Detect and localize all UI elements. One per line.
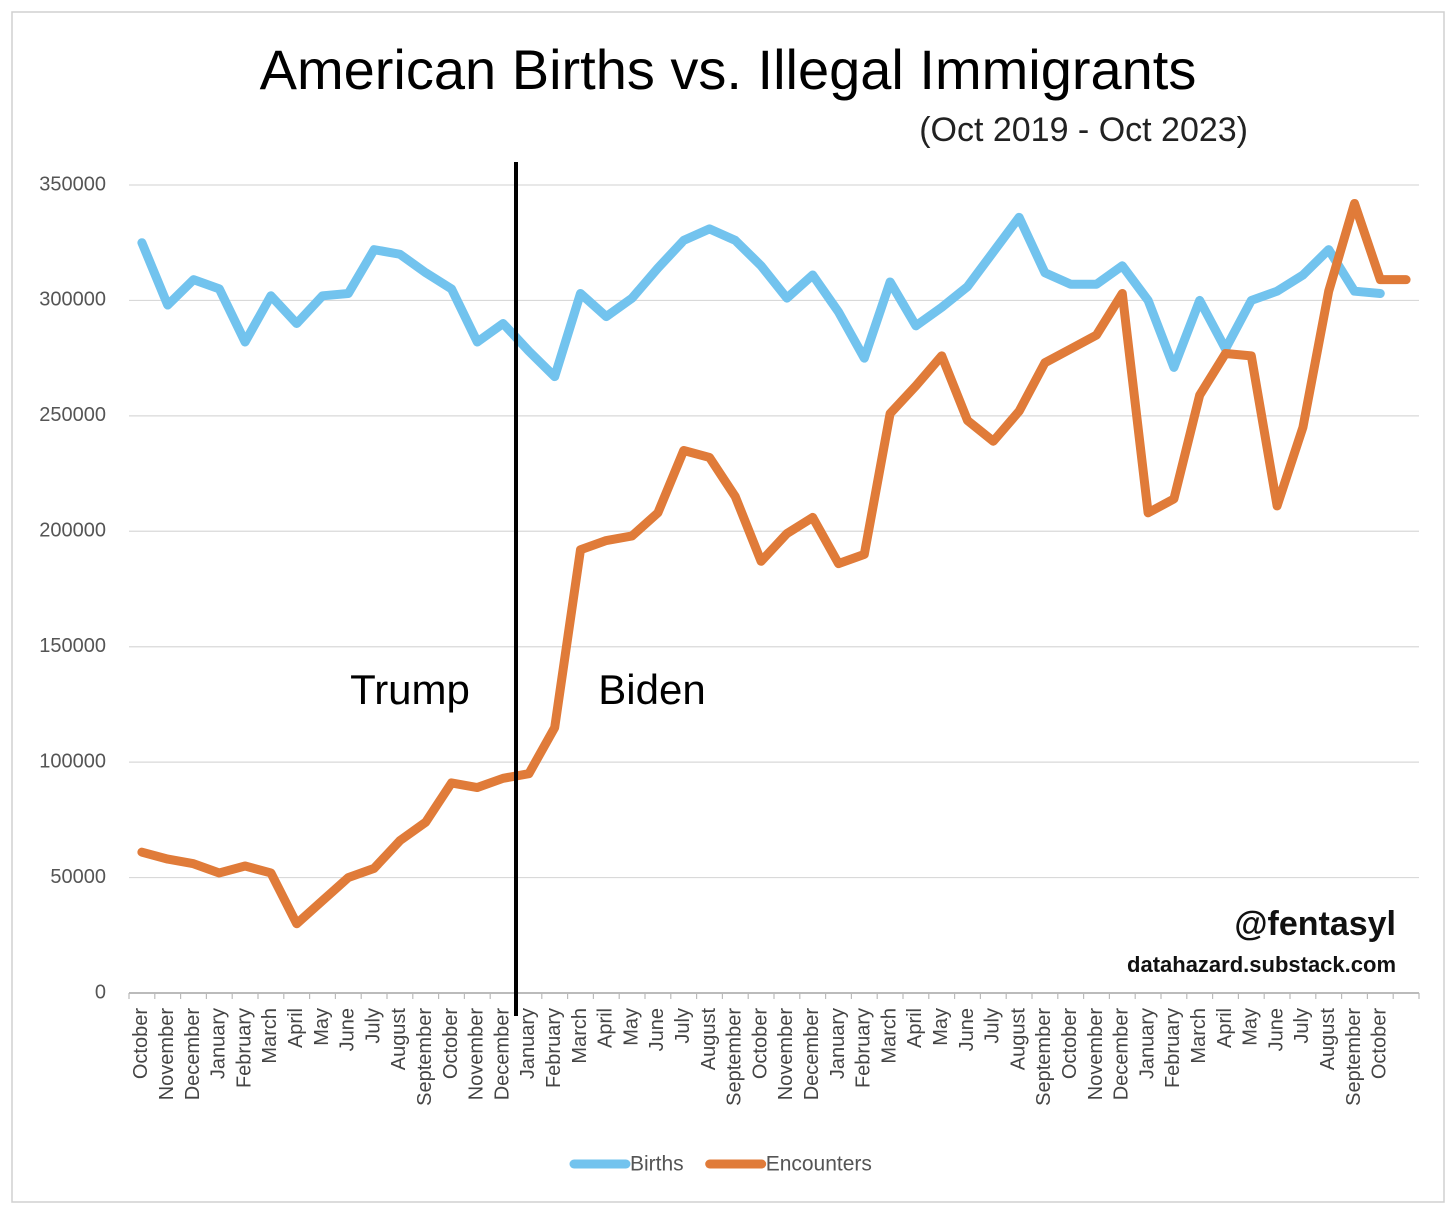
- plot: [137, 198, 1411, 929]
- x-tick-label: May: [311, 1008, 333, 1046]
- y-tick-label: 150000: [39, 635, 106, 657]
- x-tick-label: November: [1085, 1008, 1107, 1101]
- chart-subtitle: (Oct 2019 - Oct 2023): [919, 111, 1248, 149]
- x-tick-label: June: [337, 1008, 359, 1051]
- annotation: @fentasyl: [1234, 905, 1396, 943]
- annotation: datahazard.substack.com: [1127, 952, 1396, 977]
- x-tick-label: July: [672, 1008, 694, 1044]
- x-tick-label: August: [698, 1008, 720, 1071]
- x-tick-label: October: [749, 1008, 771, 1079]
- x-tick-label: October: [1059, 1008, 1081, 1079]
- y-tick-label: 250000: [39, 404, 106, 426]
- series-line: [137, 212, 1385, 382]
- x-tick-label: January: [827, 1008, 849, 1079]
- x-tick-label: January: [517, 1008, 539, 1079]
- grid: 0 50000 100000 150000 200000 250000 300000 3500…: [39, 173, 1420, 1106]
- x-tick-label: November: [466, 1008, 488, 1101]
- x-tick-label: September: [1033, 1008, 1055, 1106]
- legend-label: Encounters: [766, 1153, 872, 1176]
- x-tick-label: July: [982, 1008, 1004, 1044]
- y-tick-label: 0: [95, 981, 106, 1003]
- x-tick-label: September: [724, 1008, 746, 1106]
- x-tick-label: April: [595, 1008, 617, 1048]
- x-tick-label: June: [646, 1008, 668, 1051]
- x-tick-label: December: [801, 1008, 823, 1101]
- x-tick-label: October: [130, 1008, 152, 1079]
- y-tick-label: 350000: [39, 173, 106, 195]
- y-tick-label: 50000: [50, 866, 106, 888]
- chart-border: [11, 11, 1445, 1203]
- x-tick-label: November: [775, 1008, 797, 1101]
- x-tick-label: March: [259, 1008, 281, 1064]
- x-tick-label: December: [491, 1008, 513, 1101]
- y-tick-label: 100000: [39, 750, 106, 772]
- x-tick-label: January: [1136, 1008, 1158, 1079]
- x-tick-label: January: [208, 1008, 230, 1079]
- x-tick-label: May: [1240, 1008, 1262, 1046]
- chart-title: American Births vs. Illegal Immigrants: [260, 38, 1197, 101]
- x-tick-label: September: [1343, 1008, 1365, 1106]
- x-tick-label: December: [182, 1008, 204, 1101]
- annotation: Trump: [350, 666, 470, 713]
- x-tick-label: May: [930, 1008, 952, 1046]
- x-tick-label: March: [1188, 1008, 1210, 1064]
- x-tick-label: February: [1162, 1008, 1184, 1088]
- series-line: [137, 198, 1411, 929]
- legend: Births Encounters: [569, 1153, 872, 1176]
- x-tick-label: April: [285, 1008, 307, 1048]
- x-tick-label: November: [156, 1008, 178, 1101]
- x-tick-label: September: [414, 1008, 436, 1106]
- legend-label: Births: [630, 1153, 684, 1176]
- x-tick-label: April: [904, 1008, 926, 1048]
- y-tick-label: 200000: [39, 520, 106, 542]
- x-tick-label: June: [1265, 1008, 1287, 1051]
- x-tick-label: May: [620, 1008, 642, 1046]
- x-tick-label: February: [543, 1008, 565, 1088]
- x-tick-label: July: [362, 1008, 384, 1044]
- x-tick-label: February: [853, 1008, 875, 1088]
- y-tick-label: 300000: [39, 289, 106, 311]
- x-tick-label: February: [233, 1008, 255, 1088]
- x-tick-label: July: [1291, 1008, 1313, 1044]
- x-tick-label: December: [1111, 1008, 1133, 1101]
- x-tick-label: March: [878, 1008, 900, 1064]
- x-tick-label: March: [569, 1008, 591, 1064]
- x-tick-label: October: [440, 1008, 462, 1079]
- x-tick-label: August: [1007, 1008, 1029, 1071]
- x-tick-label: June: [956, 1008, 978, 1051]
- x-tick-label: October: [1369, 1008, 1391, 1079]
- annotation: Biden: [598, 666, 705, 713]
- x-tick-label: August: [1317, 1008, 1339, 1071]
- x-tick-label: August: [388, 1008, 410, 1071]
- x-tick-label: April: [1214, 1008, 1236, 1048]
